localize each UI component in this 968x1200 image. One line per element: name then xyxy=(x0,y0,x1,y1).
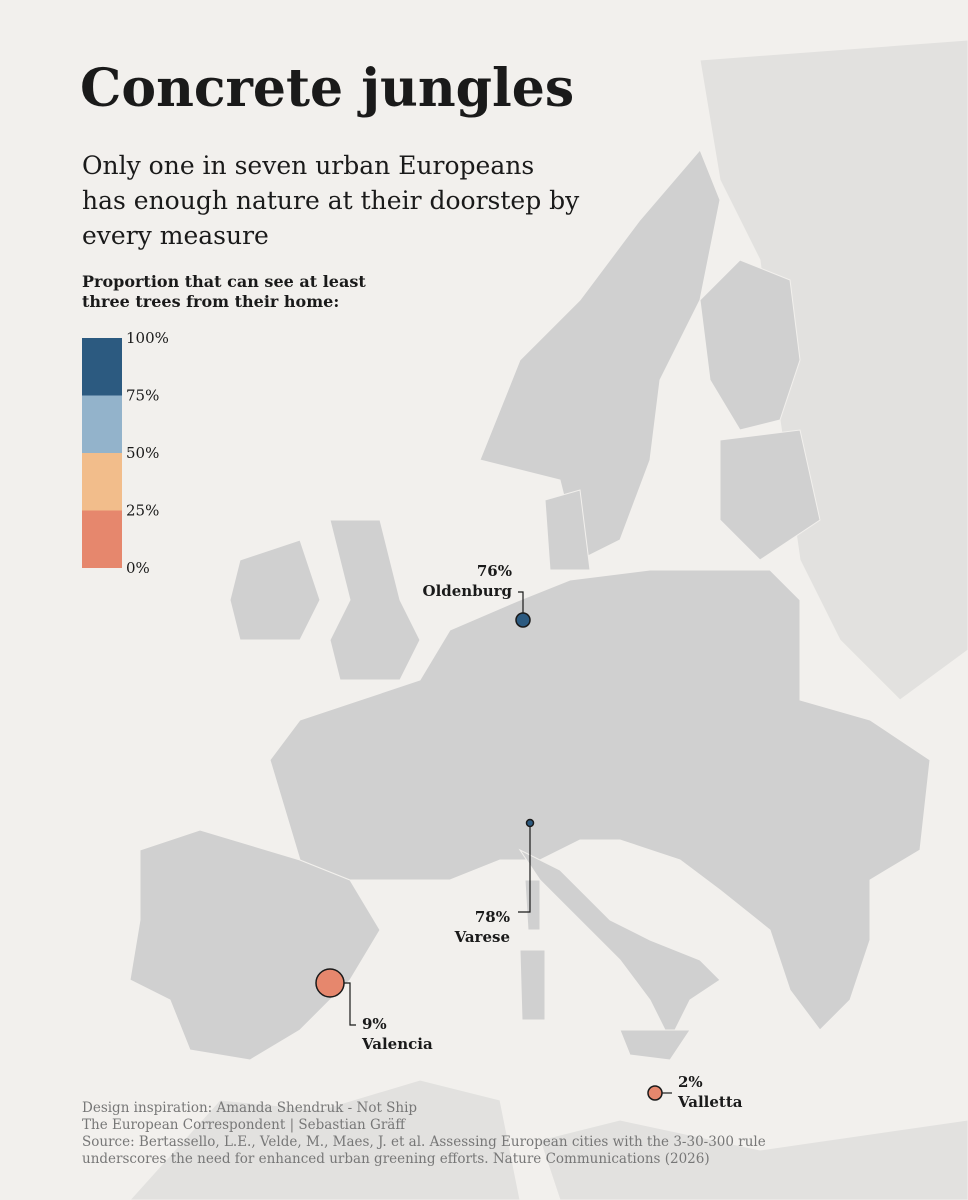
city-value-label: 76% xyxy=(477,562,512,580)
city-value-label: 9% xyxy=(362,1015,387,1033)
city-dot xyxy=(315,968,345,998)
city-name: Varese xyxy=(454,928,510,946)
city-dot xyxy=(647,1085,663,1101)
credits: Design inspiration: Amanda Shendruk - No… xyxy=(82,1100,782,1168)
leader-line xyxy=(518,827,531,913)
leader-line xyxy=(344,982,356,1026)
credit-line: Design inspiration: Amanda Shendruk - No… xyxy=(82,1100,418,1116)
legend-tick-label: 100% xyxy=(126,329,169,347)
city-name: Valencia xyxy=(361,1035,433,1053)
legend-tick-label: 75% xyxy=(126,387,159,405)
city-value-label: 78% xyxy=(475,908,510,926)
land xyxy=(129,39,968,1200)
leader-line xyxy=(518,591,524,613)
legend-tick-label: 50% xyxy=(126,444,159,462)
city-name: Valletta xyxy=(677,1093,743,1111)
city-dot xyxy=(515,612,531,628)
legend-swatch xyxy=(82,338,122,396)
legend-swatch xyxy=(82,510,122,568)
legend: 100% 75% 50% 25% 0% xyxy=(82,329,169,577)
subtitle: Only one in seven urban Europeans has en… xyxy=(82,151,580,250)
city-name: Oldenburg xyxy=(423,582,513,600)
city-dot xyxy=(525,818,535,828)
legend-title: Proportion that can see at least three t… xyxy=(82,272,366,311)
legend-swatch xyxy=(82,453,122,511)
title: Concrete jungles xyxy=(80,58,575,119)
city-value-label: 2% xyxy=(678,1073,703,1091)
legend-swatch xyxy=(82,395,122,453)
legend-tick-label: 0% xyxy=(126,559,150,577)
credit-line: The European Correspondent | Sebastian G… xyxy=(82,1117,405,1133)
cities: 76% Oldenburg 78% Varese 9% Valencia 2% Vallett… xyxy=(315,562,743,1111)
legend-tick-label: 25% xyxy=(126,502,159,520)
credit-line: Source: Bertassello, L.E., Velde, M., Ma… xyxy=(82,1134,766,1167)
